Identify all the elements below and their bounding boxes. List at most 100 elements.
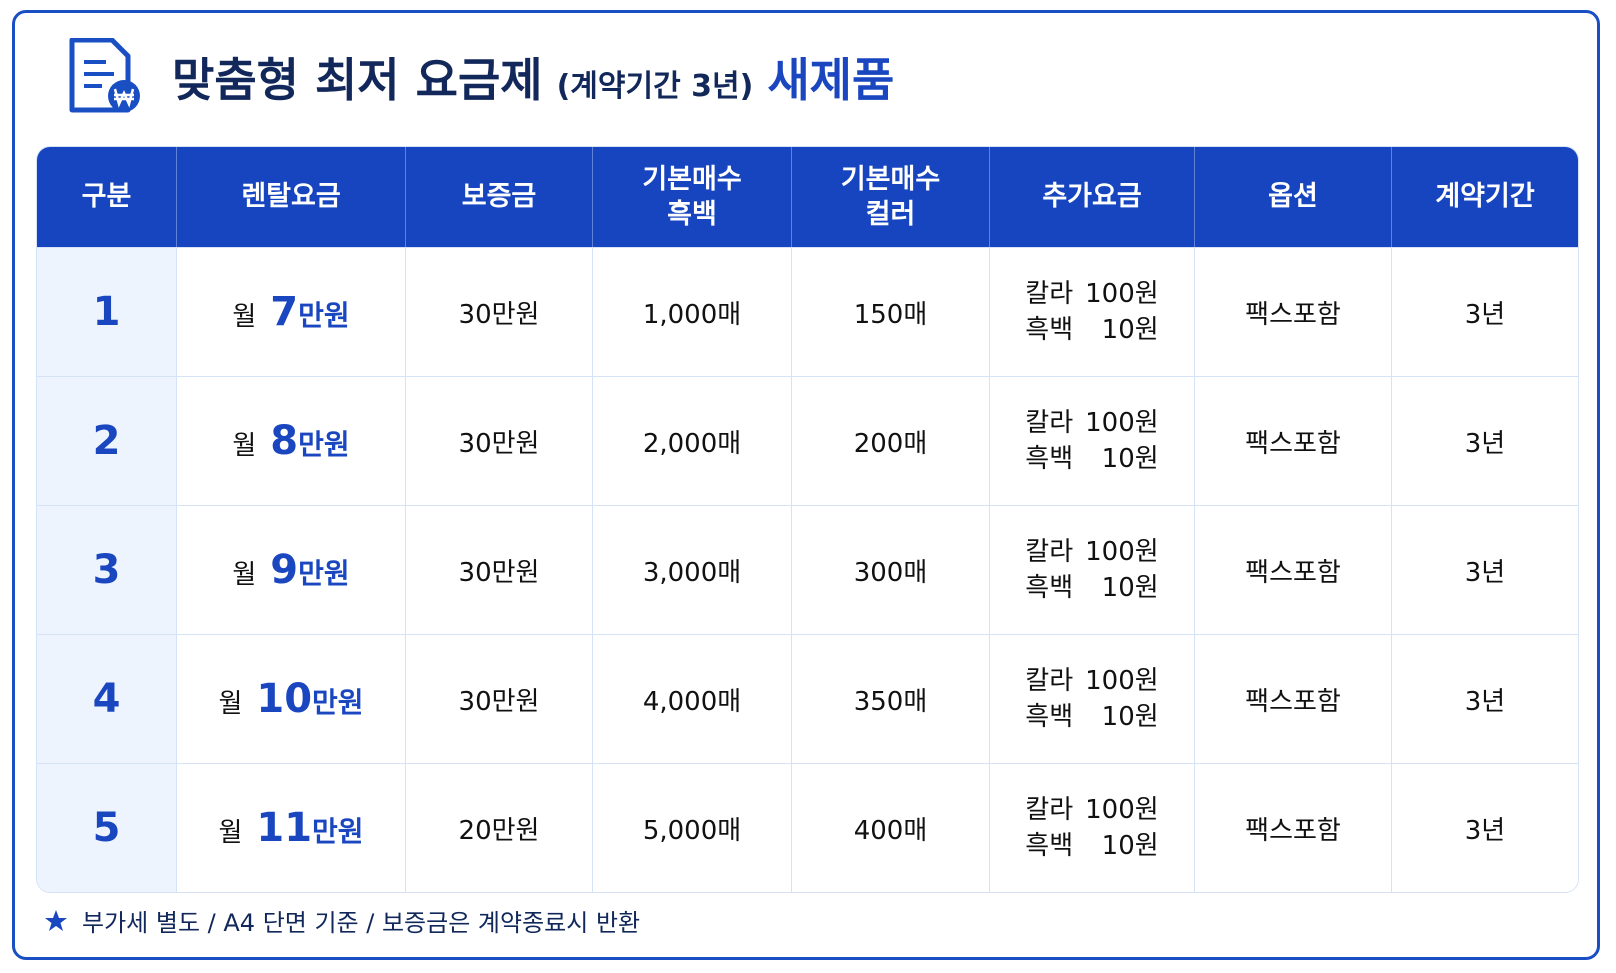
term: 3년 [1392, 505, 1578, 634]
rent-cell: 월 9만원 [177, 505, 406, 634]
header-line: 흑백 [667, 199, 717, 230]
extra-type: 칼라 [1025, 794, 1074, 825]
deposit: 20만원 [406, 763, 593, 892]
color-pages: 200매 [792, 376, 990, 505]
document-icon [69, 38, 140, 113]
extra-price: 100원 [1085, 536, 1159, 567]
term: 3년 [1392, 247, 1578, 376]
badge: 새제품 [767, 53, 895, 107]
column-header: 구분 [37, 147, 177, 247]
extra-price: 10원 [1101, 573, 1159, 603]
table-body: 1 월 7만원 30만원 1,000매 150매 칼라 100원 흑백 10원 팩스포함 3년 2 월 8만… [37, 247, 1578, 892]
deposit: 30만원 [406, 505, 593, 634]
table-row: 3 월 9만원 30만원 3,000매 300매 칼라 100원 흑백 10원 팩스포함 3년 [37, 505, 1578, 634]
row-number: 1 [37, 247, 177, 376]
rent-unit: 만원 [298, 428, 350, 461]
column-header: 옵션 [1195, 147, 1392, 247]
deposit: 30만원 [406, 634, 593, 763]
header-line: 추가요금 [1042, 181, 1142, 213]
rent-prefix: 월 [232, 302, 257, 332]
rent-prefix: 월 [232, 431, 257, 461]
extra-price: 10원 [1101, 702, 1159, 732]
header-line: 기본매수 [642, 163, 742, 195]
footnote: 부가세 별도 / A4 단면 기준 / 보증금은 계약종료시 반환 [44, 903, 640, 938]
rent-unit: 만원 [312, 815, 364, 848]
bw-pages: 3,000매 [593, 505, 792, 634]
row-number: 5 [37, 763, 177, 892]
row-number: 4 [37, 634, 177, 763]
extra-type: 흑백 [1025, 315, 1074, 345]
column-header: 추가요금 [990, 147, 1195, 247]
option: 팩스포함 [1195, 376, 1392, 505]
extra-price: 10원 [1101, 315, 1159, 345]
rent-prefix: 월 [232, 560, 257, 590]
table-row: 5 월 11만원 20만원 5,000매 400매 칼라 100원 흑백 10원 팩스포함 3년 [37, 763, 1578, 892]
header-line: 계약기간 [1435, 181, 1535, 213]
header-line: 렌탈요금 [241, 181, 341, 213]
header-line: 보증금 [461, 181, 537, 213]
bw-pages: 1,000매 [593, 247, 792, 376]
rent-amount: 8 [270, 418, 299, 464]
color-pages: 150매 [792, 247, 990, 376]
extra-type: 칼라 [1025, 407, 1074, 438]
header-line: 기본매수 [840, 163, 941, 195]
footnote-text: 부가세 별도 / A4 단면 기준 / 보증금은 계약종료시 반환 [82, 909, 641, 937]
rent-amount: 11 [256, 805, 313, 851]
deposit: 30만원 [406, 247, 593, 376]
extra-type: 흑백 [1025, 573, 1074, 603]
extra-type: 흑백 [1025, 831, 1074, 861]
extra-price: 10원 [1101, 831, 1159, 861]
header-row: 구분 렌탈요금 보증금 기본매수 흑백 기본매수 컬러 추가요금 옵션 계약기간 [37, 147, 1578, 247]
extra-grid: 칼라 100원 흑백 10원 [1025, 792, 1158, 865]
option: 팩스포함 [1195, 247, 1392, 376]
row-number: 2 [37, 376, 177, 505]
extra-price: 100원 [1085, 665, 1159, 696]
extra-price: 100원 [1085, 407, 1159, 438]
extra-type: 칼라 [1025, 665, 1074, 696]
extra-price: 100원 [1085, 278, 1159, 309]
rent-amount: 9 [270, 547, 299, 593]
rent-cell: 월 8만원 [177, 376, 406, 505]
rent-unit: 만원 [298, 299, 350, 332]
extra-type: 칼라 [1025, 278, 1074, 309]
rent-cell: 월 7만원 [177, 247, 406, 376]
extra-price: 10원 [1101, 444, 1159, 474]
column-header: 렌탈요금 [177, 147, 406, 247]
term: 3년 [1392, 376, 1578, 505]
bw-pages: 5,000매 [593, 763, 792, 892]
header-line: 구분 [81, 181, 132, 213]
extra-type: 칼라 [1025, 536, 1074, 567]
color-pages: 350매 [792, 634, 990, 763]
rent-cell: 월 10만원 [177, 634, 406, 763]
row-number: 3 [37, 505, 177, 634]
extra-type: 흑백 [1025, 444, 1074, 474]
rent-unit: 만원 [312, 686, 364, 719]
title: 맞춤형 최저 요금제 (계약기간 3년) 새제품 [172, 44, 894, 110]
option: 팩스포함 [1195, 505, 1392, 634]
rent-cell: 월 11만원 [177, 763, 406, 892]
subtitle: (계약기간 3년) [556, 69, 754, 104]
rent-prefix: 월 [218, 818, 243, 848]
table-row: 4 월 10만원 30만원 4,000매 350매 칼라 100원 흑백 10원 팩스포함 3년 [37, 634, 1578, 763]
extra-type: 흑백 [1025, 702, 1074, 732]
extra-fee: 칼라 100원 흑백 10원 [990, 763, 1195, 892]
star-icon [45, 909, 67, 931]
column-header: 계약기간 [1392, 147, 1578, 247]
option: 팩스포함 [1195, 634, 1392, 763]
header-line: 컬러 [865, 199, 916, 230]
column-header: 보증금 [406, 147, 593, 247]
rent-amount: 10 [256, 676, 313, 722]
bw-pages: 4,000매 [593, 634, 792, 763]
rent-amount: 7 [270, 289, 299, 335]
term: 3년 [1392, 763, 1578, 892]
